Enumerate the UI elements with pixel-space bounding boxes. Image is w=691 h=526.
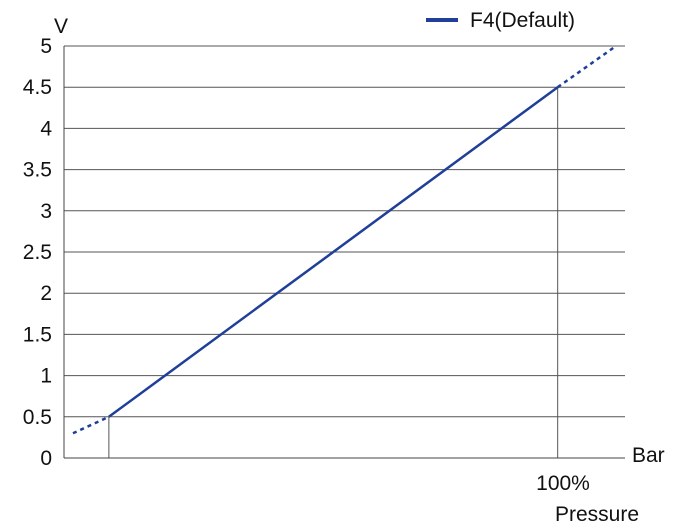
reference-lines [108, 87, 559, 458]
y-tick-label: 2.5 [23, 241, 52, 264]
series-dotted-extension [556, 44, 617, 89]
annotation-pressure: Pressure [555, 503, 639, 526]
y-tick-label: 1.5 [23, 323, 52, 346]
series-dotted-extension [72, 415, 110, 435]
y-tick-label: 4.5 [23, 76, 52, 99]
y-tick-label: 2 [40, 282, 52, 305]
legend: F4(Default) [426, 9, 575, 32]
axes [63, 46, 625, 459]
y-axis-unit: V [54, 15, 68, 38]
y-tick-label: 0.5 [23, 406, 52, 429]
x-axis-unit: Bar [632, 444, 665, 467]
y-tick-label: 4 [40, 117, 52, 140]
y-tick-label: 0 [40, 447, 52, 470]
y-tick-label: 5 [40, 35, 52, 58]
y-tick-label: 3 [40, 200, 52, 223]
annotation-100-percent: 100% [536, 472, 590, 495]
y-tick-label: 3.5 [23, 159, 52, 182]
y-tick-label: 1 [40, 365, 52, 388]
y-tick-labels: 0 0.5 1 1.5 2 2.5 3 3.5 4 4.5 5 [23, 35, 53, 470]
legend-label: F4(Default) [470, 9, 575, 32]
grid-lines [64, 45, 625, 418]
series-group [72, 44, 617, 435]
series-line [108, 86, 559, 418]
